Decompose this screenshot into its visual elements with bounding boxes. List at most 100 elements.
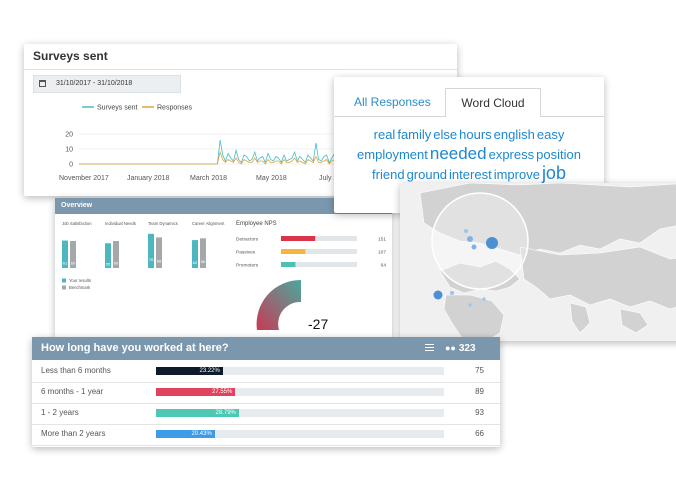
answer-count: 66 — [475, 429, 484, 438]
answer-row[interactable]: Less than 6 months 23.22% 75 — [32, 361, 500, 383]
word-cloud-word[interactable]: position — [536, 147, 581, 162]
result-bar[interactable] — [192, 240, 198, 268]
date-range-text: 31/10/2017 - 31/10/2018 — [56, 80, 133, 87]
respondent-count-value: 323 — [458, 343, 476, 354]
users-icon: ●● — [445, 343, 456, 353]
nps-row-label: Detractors — [236, 237, 259, 243]
word-cloud-word[interactable]: english — [493, 127, 535, 142]
nps-bar[interactable] — [281, 262, 296, 267]
surveys-title: Surveys sent — [33, 49, 108, 63]
answer-bar-fill — [156, 409, 239, 417]
map-marker[interactable] — [450, 291, 454, 295]
answer-count: 93 — [475, 408, 484, 417]
map-marker[interactable] — [433, 290, 443, 300]
benchmark-value: 68 — [157, 259, 162, 264]
legend-label: Benchmark — [69, 285, 91, 290]
answer-row[interactable]: 1 - 2 years 28.79% 93 — [32, 403, 500, 425]
x-tick-label: March 2018 — [190, 175, 227, 182]
benchmark-bar[interactable] — [70, 241, 76, 268]
nps-bar[interactable] — [281, 236, 316, 241]
word-cloud-word[interactable]: improve — [493, 167, 540, 182]
nps-track — [281, 249, 357, 254]
map-marker[interactable] — [482, 297, 486, 301]
word-cloud-word[interactable]: friend — [372, 167, 405, 182]
benchmark-bar[interactable] — [156, 237, 162, 268]
word-cloud-word[interactable]: ground — [406, 167, 448, 182]
answer-bar-track: 23.22% — [156, 367, 444, 375]
answer-row[interactable]: More than 2 years 20.43% 66 — [32, 424, 500, 446]
nps-row-count: 107 — [378, 250, 386, 256]
nps-gauge — [256, 279, 301, 330]
result-bar[interactable] — [148, 233, 154, 268]
word-cloud-word[interactable]: hours — [459, 127, 492, 142]
factor-label: Individual Needs — [105, 221, 136, 226]
result-value: 76 — [149, 257, 154, 262]
answer-bar-fill — [156, 388, 236, 396]
tenure-question-card: How long have you worked at here? ●● 323 … — [32, 337, 500, 447]
calendar-icon — [39, 80, 46, 87]
result-value: 61 — [63, 260, 68, 265]
factor-label: Career Alignment — [192, 221, 225, 226]
x-tick-label: January 2018 — [127, 175, 170, 182]
respondent-count: ●● 323 — [445, 343, 476, 354]
overview-card: Overview Job Satisfaction 61 60 Individual … — [55, 198, 392, 338]
answer-bar-track: 20.43% — [156, 430, 444, 438]
benchmark-value: 60 — [114, 261, 119, 266]
word-cloud-word[interactable]: interest — [449, 167, 492, 182]
factor-label: Team Dynamics — [148, 221, 178, 226]
map-marker[interactable] — [464, 229, 468, 233]
answer-row[interactable]: 6 months - 1 year 27.55% 89 — [32, 382, 500, 404]
word-cloud-word[interactable]: job — [541, 163, 566, 183]
overview-title: Overview — [61, 202, 93, 209]
word-cloud-word[interactable]: express — [488, 147, 535, 162]
result-value: 55 — [106, 262, 111, 267]
question-title: How long have you worked at here? — [41, 342, 229, 354]
nps-track — [281, 236, 357, 241]
answer-bar-track: 28.79% — [156, 409, 444, 417]
tab-all-responses[interactable]: All Responses — [354, 95, 431, 109]
map-marker[interactable] — [468, 303, 472, 307]
word-cloud-word[interactable]: real — [373, 127, 396, 142]
map-marker[interactable] — [467, 236, 473, 242]
factor-label: Job Satisfaction — [62, 221, 92, 226]
word-cloud: real family else hours english easy employment… — [342, 125, 596, 184]
x-tick-label: July 2 — [319, 175, 337, 182]
map-marker[interactable] — [486, 237, 498, 249]
legend-swatch — [62, 285, 66, 290]
result-bar[interactable] — [105, 243, 111, 268]
result-bar[interactable] — [62, 240, 68, 268]
map-marker[interactable] — [471, 244, 477, 250]
map-land-asia — [519, 246, 676, 310]
nps-title: Employee NPS — [236, 221, 277, 227]
x-tick-label: November 2017 — [59, 175, 109, 182]
answer-percent: 28.79% — [215, 410, 236, 416]
answer-label: More than 2 years — [41, 429, 106, 438]
word-cloud-word[interactable]: needed — [429, 144, 487, 163]
map-land-sea — [619, 308, 649, 334]
word-cloud-word[interactable]: else — [433, 127, 458, 142]
y-tick-label: 0 — [69, 162, 73, 169]
word-cloud-word[interactable]: easy — [536, 127, 565, 142]
y-tick-label: 20 — [65, 132, 73, 139]
date-range-picker[interactable]: 31/10/2017 - 31/10/2018 — [33, 75, 181, 93]
answer-bar-fill — [156, 367, 223, 375]
world-map[interactable] — [400, 183, 676, 341]
world-map-card — [400, 183, 676, 341]
nps-score: -27 — [308, 316, 328, 332]
benchmark-value: 60 — [71, 261, 76, 266]
word-cloud-word[interactable]: employment — [357, 147, 428, 162]
y-tick-label: 10 — [65, 147, 73, 154]
legend-swatch — [62, 278, 66, 283]
answer-label: 1 - 2 years — [41, 408, 79, 417]
benchmark-bar[interactable] — [113, 241, 119, 268]
answer-bar-fill — [156, 430, 215, 438]
nps-row-count: 151 — [378, 237, 386, 243]
word-cloud-word[interactable]: family — [397, 127, 432, 142]
nps-bar[interactable] — [281, 249, 306, 254]
benchmark-value: 66 — [201, 259, 206, 264]
list-view-icon[interactable] — [425, 344, 434, 353]
benchmark-bar[interactable] — [200, 238, 206, 268]
answer-percent: 20.43% — [191, 431, 212, 437]
tab-word-cloud[interactable]: Word Cloud — [445, 88, 541, 117]
